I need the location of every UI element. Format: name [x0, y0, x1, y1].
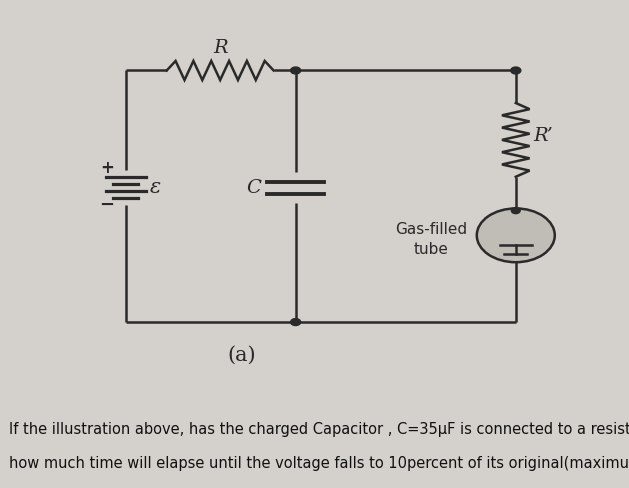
Circle shape	[291, 67, 301, 74]
Text: R: R	[213, 40, 228, 58]
Text: +: +	[100, 159, 114, 177]
Circle shape	[291, 319, 301, 325]
Text: If the illustration above, has the charged Capacitor , C=35μF is connected to a : If the illustration above, has the charg…	[9, 422, 629, 437]
Circle shape	[511, 207, 520, 214]
Circle shape	[511, 67, 521, 74]
Text: ε: ε	[150, 178, 161, 197]
Text: −: −	[99, 196, 114, 214]
Text: C: C	[246, 179, 261, 197]
Text: how much time will elapse until the voltage falls to 10percent of its original(m: how much time will elapse until the volt…	[9, 456, 629, 471]
Text: R’: R’	[533, 126, 553, 144]
Circle shape	[477, 208, 555, 262]
Text: (a): (a)	[228, 346, 257, 365]
Text: Gas-filled
tube: Gas-filled tube	[395, 222, 467, 257]
